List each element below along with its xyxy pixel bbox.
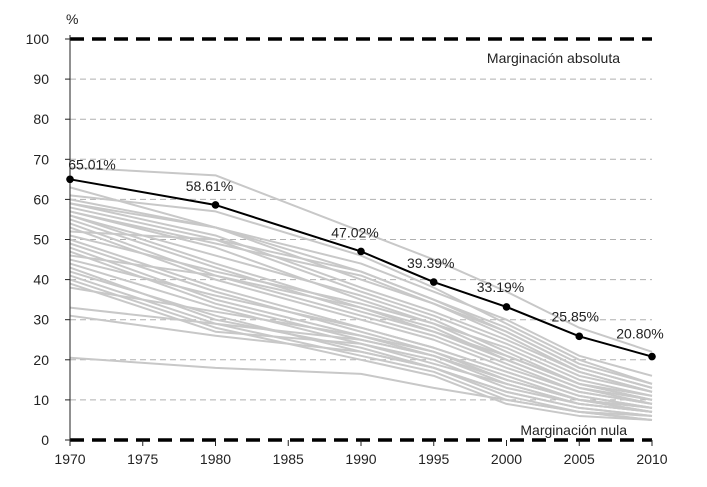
main-series-point: [648, 352, 656, 361]
background-series-line: [69, 210, 653, 393]
background-series-line: [69, 356, 653, 421]
y-tick-label: 80: [33, 111, 49, 127]
background-series-line: [69, 286, 653, 413]
x-tick-label: 1975: [127, 451, 158, 467]
background-series: [69, 166, 653, 421]
reference-label-nula: Marginación nula: [520, 422, 627, 438]
y-tick-label: 60: [33, 191, 49, 207]
y-tick-label: 70: [33, 151, 49, 167]
data-label: 33.19%: [477, 279, 524, 295]
main-series: [66, 175, 656, 361]
background-series-line: [69, 258, 653, 409]
background-series-line: [69, 278, 653, 421]
data-label: 65.01%: [68, 156, 115, 172]
y-tick-label: 100: [26, 31, 50, 47]
y-tick-label: 10: [33, 392, 49, 408]
background-series-line: [69, 254, 653, 405]
main-series-point: [429, 278, 438, 286]
y-tick-label: 30: [33, 312, 49, 328]
y-tick-label: 40: [33, 272, 49, 288]
y-axis-unit-label: %: [66, 11, 78, 27]
y-tick-label: 20: [33, 352, 49, 368]
background-series-line: [69, 226, 653, 405]
x-tick-label: 1985: [273, 451, 304, 467]
background-series-line: [69, 194, 653, 385]
axes: 0 10 20 30 40 50 60 70 80 90 100 1970 1975 1980 1985 19…: [26, 31, 668, 467]
data-label: 25.85%: [552, 308, 599, 324]
background-series-line: [69, 166, 653, 353]
main-series-point: [211, 201, 220, 209]
x-tick-label: 2005: [564, 451, 595, 467]
main-series-point: [357, 247, 365, 256]
labels: 65.01% 58.61% 47.02% 39.39% 33.19% 25.85% 20.8…: [68, 156, 663, 341]
data-label: 39.39%: [407, 255, 454, 271]
data-label: 20.80%: [616, 326, 663, 342]
x-tick-label: 2010: [636, 451, 667, 467]
background-series-line: [69, 234, 653, 401]
x-tick-label: 1980: [200, 451, 231, 467]
y-tick-label: 0: [41, 432, 49, 448]
main-series-point: [66, 175, 74, 184]
background-series-line: [69, 230, 653, 389]
data-label: 47.02%: [331, 224, 378, 240]
reference-label-absoluta: Marginación absoluta: [487, 50, 620, 66]
x-tick-label: 2000: [491, 451, 522, 467]
main-series-point: [575, 332, 584, 341]
background-series-line: [69, 262, 653, 413]
y-tick-label: 90: [33, 71, 49, 87]
x-tick-label: 1970: [54, 451, 85, 467]
main-series-point: [502, 303, 511, 311]
y-tick-label: 50: [33, 232, 49, 248]
x-tick-label: 1995: [418, 451, 449, 467]
background-series-line: [69, 282, 653, 413]
data-label: 58.61%: [186, 178, 233, 194]
background-series-line: [69, 314, 653, 417]
x-tick-label: 1990: [345, 451, 376, 467]
